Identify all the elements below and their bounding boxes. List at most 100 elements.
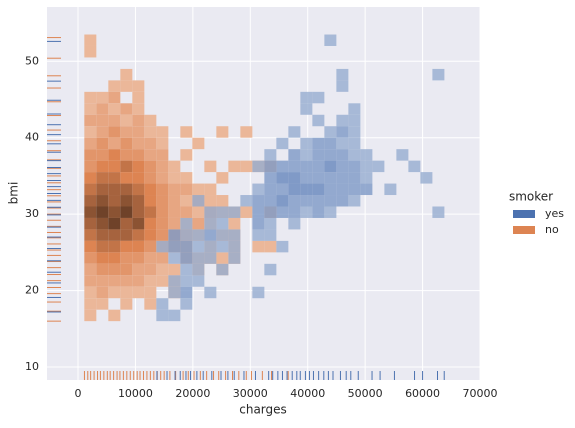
- x-tick-label: 30000: [233, 387, 268, 400]
- hist-cell: [156, 298, 169, 310]
- x-tick-label: 20000: [175, 387, 210, 400]
- hist-cell: [216, 252, 229, 264]
- hist-cell: [192, 252, 205, 264]
- hist-cell: [204, 240, 217, 253]
- hist-cell: [144, 183, 157, 196]
- hist-cell: [312, 114, 325, 127]
- legend: yes no: [513, 207, 564, 236]
- hist-cell: [264, 183, 277, 196]
- hist-cell: [96, 217, 109, 230]
- hist-cell: [156, 217, 169, 230]
- hist-cell: [276, 206, 289, 218]
- hist-cell: [108, 183, 121, 196]
- hist-cell: [180, 217, 193, 230]
- hist-cell: [156, 183, 169, 196]
- hist-cell: [336, 68, 349, 81]
- hist-cell: [84, 149, 97, 161]
- hist-cell: [144, 172, 157, 184]
- hist-cell: [300, 172, 313, 184]
- hist-cell: [252, 229, 265, 241]
- hist-cell: [144, 229, 157, 241]
- hist-cell: [108, 126, 121, 138]
- hist-cell: [300, 103, 313, 115]
- hist-cell: [108, 252, 121, 264]
- hist-cell: [240, 126, 253, 138]
- hist-cell: [108, 309, 121, 322]
- hist-cell: [288, 206, 301, 218]
- hist-cell: [228, 240, 241, 253]
- hist-cell: [348, 149, 361, 161]
- hist-cell: [252, 206, 265, 218]
- hist-cell: [192, 137, 205, 150]
- hist-cell: [156, 172, 169, 184]
- hist-cell: [132, 183, 145, 196]
- hist-cell: [96, 126, 109, 138]
- hist-cell: [216, 172, 229, 184]
- hist-cell: [144, 263, 157, 276]
- hist-cell: [276, 137, 289, 150]
- hist-cell: [120, 195, 133, 207]
- hist-cell: [228, 252, 241, 264]
- hist-cell: [264, 240, 277, 253]
- hist-cell: [132, 206, 145, 218]
- hist-cell: [180, 229, 193, 241]
- hist-cell: [144, 298, 157, 310]
- hist-cell: [84, 45, 97, 58]
- hist-cell: [132, 263, 145, 276]
- hist-cell: [168, 160, 181, 173]
- hist-cell: [204, 183, 217, 196]
- hist-cell: [216, 126, 229, 138]
- hist-cell: [240, 160, 253, 173]
- hist-cell: [180, 195, 193, 207]
- hist-cell: [108, 286, 121, 299]
- hist-cell: [156, 126, 169, 138]
- hist-cell: [156, 309, 169, 322]
- hist-cell: [96, 160, 109, 173]
- hist-cell: [216, 195, 229, 207]
- hist-cell: [84, 206, 97, 218]
- hist-cell: [324, 172, 337, 184]
- hist-cell: [348, 183, 361, 196]
- hist-cell: [84, 114, 97, 127]
- y-tick-label: 50: [25, 54, 39, 67]
- hist-cell: [120, 263, 133, 276]
- legend-label: yes: [545, 207, 564, 220]
- hist-cell: [156, 195, 169, 207]
- hist-cell: [120, 149, 133, 161]
- hist-cell: [276, 183, 289, 196]
- hist-cell: [96, 263, 109, 276]
- hist-cell: [84, 126, 97, 138]
- y-tick-label: 10: [25, 360, 39, 373]
- hist-cell: [120, 68, 133, 81]
- hist-cell: [192, 263, 205, 276]
- hist-cell: [180, 298, 193, 310]
- hist-cell: [180, 149, 193, 161]
- hist-cell: [204, 160, 217, 173]
- hist-cell: [120, 217, 133, 230]
- hist-cell: [300, 183, 313, 196]
- hist-cell: [252, 183, 265, 196]
- hist-cell: [120, 252, 133, 264]
- hist-cell: [96, 91, 109, 104]
- hist-cell: [396, 149, 409, 161]
- hist-cell: [120, 80, 133, 92]
- hist-cell: [216, 206, 229, 218]
- hist-cell: [132, 103, 145, 115]
- hist-cell: [192, 206, 205, 218]
- hist-cell: [312, 91, 325, 104]
- y-axis-label: bmi: [7, 182, 21, 205]
- hist-cell: [192, 240, 205, 253]
- hist-cell: [120, 103, 133, 115]
- hist-cell: [156, 206, 169, 218]
- hist-cell: [324, 195, 337, 207]
- hist-cell: [168, 309, 181, 322]
- hist-cell: [156, 263, 169, 276]
- hist-cell: [252, 286, 265, 299]
- hist-cell: [180, 126, 193, 138]
- hist-cell: [348, 160, 361, 173]
- hist-cell: [84, 103, 97, 115]
- hist-cell: [300, 195, 313, 207]
- hist-cell: [228, 217, 241, 230]
- hist-cell: [192, 275, 205, 287]
- hist-cell: [300, 206, 313, 218]
